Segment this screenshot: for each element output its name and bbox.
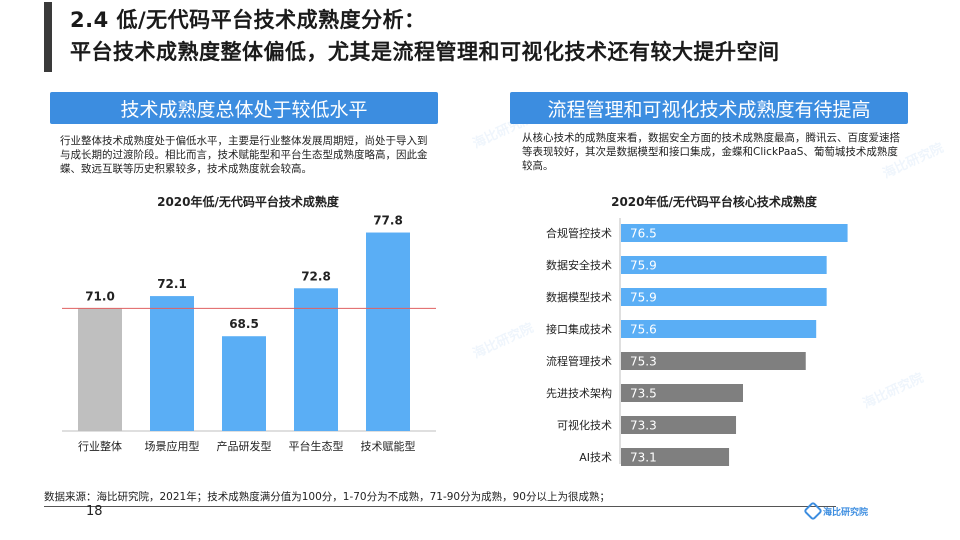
category-label: 数据模型技术	[546, 290, 612, 304]
left-section-banner: 技术成熟度总体处于较低水平	[50, 92, 438, 124]
bar-5	[621, 352, 806, 370]
bar-4	[621, 320, 817, 338]
right-description: 从核心技术的成熟度来看，数据安全方面的技术成熟度最高，腾讯云、百度爱速搭等表现较…	[522, 132, 900, 172]
data-source-note: 数据来源：海比研究院，2021年；技术成熟度满分值为100分，1-70分为不成熟…	[44, 491, 610, 503]
bar-3	[222, 336, 266, 431]
logo-text: 海比研究院	[823, 507, 869, 518]
bar-value-label: 75.6	[630, 323, 657, 337]
right-chart-title: 2020年低/无代码平台核心技术成熟度	[611, 195, 817, 209]
left-bar-chart: 71.0 行业整体 72.1 场景应用型 68.5 产品研发型 72.8 平台生态型 77.8 技…	[62, 214, 436, 453]
category-label: AI技术	[579, 451, 612, 464]
category-label: 产品研发型	[217, 439, 272, 453]
bar-value-label: 72.8	[301, 269, 331, 283]
bar-8	[621, 448, 730, 466]
bar-3	[621, 288, 827, 306]
bar-value-label: 77.8	[373, 214, 403, 228]
category-label: 技术赋能型	[361, 439, 416, 453]
bar-1	[621, 224, 848, 242]
bar-7	[621, 416, 737, 434]
category-label: 流程管理技术	[546, 354, 612, 368]
bar-value-label: 71.0	[85, 289, 115, 303]
bar-value-label: 68.5	[229, 317, 259, 331]
bar-2	[621, 256, 827, 274]
category-label: 数据安全技术	[546, 258, 612, 272]
category-label: 可视化技术	[557, 418, 612, 432]
right-horizontal-bar-chart: 合规管控技术 76.5 数据安全技术 75.9 数据模型技术 75.9 接口集成技术 75.6…	[546, 218, 848, 466]
category-label: 先进技术架构	[546, 386, 612, 400]
brand-logo: 海比研究院	[803, 500, 878, 522]
bar-5	[366, 232, 410, 431]
page-title-line-1: 2.4 低/无代码平台技术成熟度分析：	[70, 8, 426, 32]
bar-6	[621, 384, 743, 402]
category-label: 合规管控技术	[546, 226, 612, 240]
category-label: 平台生态型	[289, 439, 344, 453]
right-section-banner: 流程管理和可视化技术成熟度有待提高	[510, 92, 908, 124]
category-label: 接口集成技术	[546, 322, 612, 336]
footer-divider	[44, 506, 836, 507]
bar-value-label: 73.5	[630, 387, 657, 401]
logo-mark-icon	[803, 501, 823, 521]
category-label: 场景应用型	[145, 439, 200, 453]
left-description: 行业整体技术成熟度处于偏低水平，主要是行业整体发展周期短，尚处于导入到与成长期的…	[60, 135, 428, 175]
page-number: 18	[86, 504, 103, 519]
title-accent-bar	[44, 2, 52, 72]
left-chart-title: 2020年低/无代码平台技术成熟度	[157, 195, 339, 209]
bar-4	[294, 288, 338, 431]
bar-value-label: 75.9	[630, 291, 657, 305]
bar-value-label: 75.3	[630, 355, 657, 369]
category-label: 行业整体	[78, 439, 122, 453]
bar-value-label: 76.5	[630, 227, 657, 241]
bar-value-label: 75.9	[630, 259, 657, 273]
page-title-line-2: 平台技术成熟度整体偏低，尤其是流程管理和可视化技术还有较大提升空间	[70, 40, 780, 64]
bar-1	[78, 308, 122, 431]
bar-2	[150, 296, 194, 431]
bar-value-label: 73.3	[630, 419, 657, 433]
bar-value-label: 73.1	[630, 451, 657, 465]
bar-value-label: 72.1	[157, 277, 187, 291]
